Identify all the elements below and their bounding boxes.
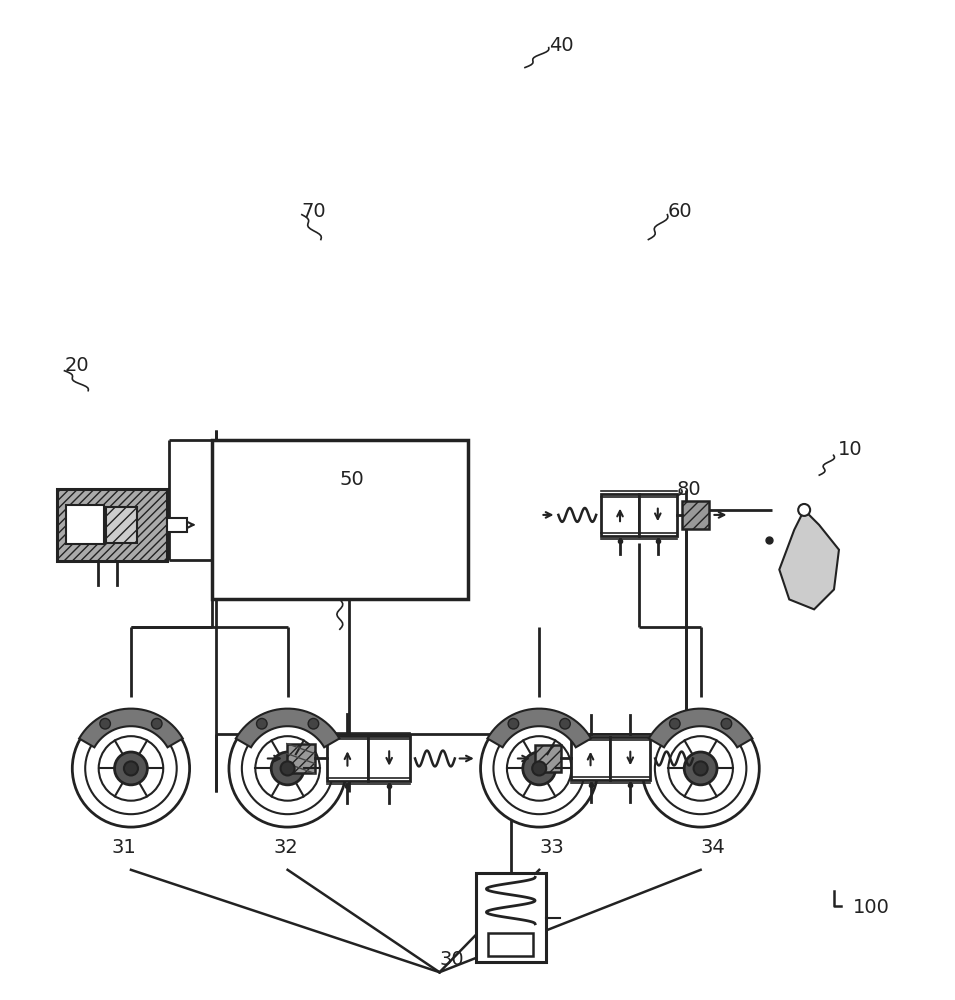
Polygon shape [487,709,591,747]
Bar [369,736,410,781]
Circle shape [693,761,708,775]
Bar [682,501,710,529]
Circle shape [668,736,732,801]
Circle shape [655,723,747,814]
Circle shape [152,718,162,729]
Text: 40: 40 [549,36,573,55]
Circle shape [308,718,319,729]
Text: 60: 60 [668,202,692,221]
Text: 100: 100 [853,898,889,917]
Circle shape [494,723,585,814]
Circle shape [532,761,546,775]
Circle shape [257,718,267,729]
Text: 50: 50 [340,470,365,489]
Text: 10: 10 [838,440,863,459]
Text: 30: 30 [439,950,464,969]
Circle shape [85,723,177,814]
Bar [286,744,314,773]
Bar [610,737,650,780]
Bar [488,933,533,956]
Circle shape [115,752,147,785]
Bar [327,736,369,781]
Circle shape [522,752,556,785]
Bar [601,494,639,536]
Text: 32: 32 [273,838,298,857]
Bar [57,489,166,561]
Bar [571,737,610,780]
Text: 33: 33 [540,838,564,857]
Bar [212,440,468,599]
Text: 70: 70 [302,202,327,221]
Text: 34: 34 [701,838,726,857]
Polygon shape [236,709,339,747]
Bar [535,745,561,772]
Circle shape [255,736,320,801]
Circle shape [642,710,759,827]
Circle shape [480,710,598,827]
Circle shape [684,752,717,785]
Polygon shape [779,510,838,609]
Circle shape [281,761,295,775]
Circle shape [507,736,571,801]
Circle shape [124,761,138,775]
Circle shape [721,718,732,729]
Circle shape [98,736,163,801]
Circle shape [100,718,111,729]
Polygon shape [648,709,753,747]
Text: 31: 31 [112,838,137,857]
Text: 80: 80 [677,480,702,499]
Circle shape [73,710,190,827]
Bar [476,873,545,962]
Bar [639,494,677,536]
Circle shape [798,504,810,516]
Bar [66,505,104,544]
Circle shape [508,718,519,729]
Circle shape [242,723,333,814]
Circle shape [271,752,304,785]
Bar [107,507,138,543]
Circle shape [229,710,347,827]
Polygon shape [79,709,182,747]
Circle shape [669,718,680,729]
Circle shape [560,718,570,729]
Text: 20: 20 [65,356,89,375]
Bar [166,518,186,532]
